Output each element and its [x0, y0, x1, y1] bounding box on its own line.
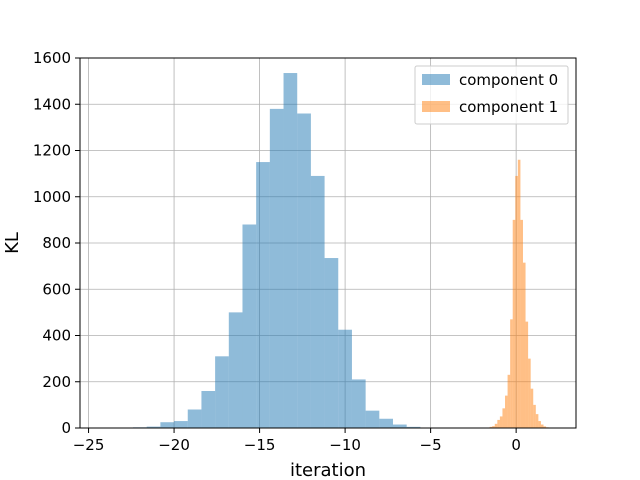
histogram-bar-series-0 — [379, 418, 393, 428]
ticks: −25 −20 −15 −10 −5 0 0 200 400 600 800 1000 1200 1400… — [33, 49, 521, 454]
histogram-bar-series-1 — [528, 358, 531, 428]
histogram-bar-series-1 — [502, 408, 506, 428]
histogram-bar-series-0 — [406, 426, 421, 428]
x-axis-label: iteration — [290, 460, 366, 480]
x-tick-label: −25 — [73, 436, 105, 454]
histogram-bar-series-0 — [269, 108, 284, 428]
histogram-bar-series-0 — [351, 379, 366, 428]
histogram-bar-series-0 — [256, 162, 270, 428]
x-tick-label: −5 — [420, 436, 442, 454]
histogram-bar-series-0 — [310, 175, 325, 428]
y-tick-label: 1600 — [33, 49, 71, 67]
histogram-bar-series-0 — [215, 356, 229, 428]
histogram-bar-series-0 — [201, 391, 216, 428]
histogram-bar-series-1 — [510, 319, 513, 428]
histogram-bar-series-1 — [517, 159, 521, 428]
histogram-bar-series-1 — [538, 421, 541, 428]
histogram-bar-series-1 — [494, 423, 498, 428]
histogram-bar-series-0 — [146, 426, 161, 428]
histogram-bar-series-1 — [535, 414, 539, 428]
histogram-bar-series-0 — [338, 329, 352, 428]
histogram-bar-series-1 — [512, 219, 516, 428]
y-tick-label: 1000 — [33, 188, 71, 206]
histogram-bar-series-1 — [530, 388, 534, 428]
histogram-bar-series-1 — [497, 419, 500, 428]
histogram-bar-series-0 — [228, 312, 243, 428]
y-tick-label: 400 — [42, 327, 71, 345]
x-tick-label: −15 — [244, 436, 276, 454]
histogram-bar-series-1 — [525, 321, 529, 428]
histogram-bar-series-0 — [297, 113, 311, 428]
histogram-bar-series-1 — [489, 426, 493, 428]
histogram-bar-series-1 — [507, 374, 511, 428]
histogram-bar-series-0 — [365, 410, 380, 428]
x-tick-label: −20 — [158, 436, 190, 454]
y-axis-label: KL — [2, 232, 23, 254]
histogram-bar-series-1 — [543, 426, 547, 428]
legend: component 0 component 1 — [414, 65, 569, 125]
y-tick-label: 1200 — [33, 142, 71, 160]
legend-swatch — [422, 74, 450, 85]
y-tick-label: 600 — [42, 280, 71, 298]
histogram-bar-series-1 — [515, 175, 518, 428]
y-tick-label: 0 — [61, 419, 71, 437]
histogram-bar-series-1 — [499, 416, 503, 428]
histogram-bar-series-0 — [324, 258, 339, 428]
histogram-bar-series-1 — [533, 404, 536, 428]
histogram-bar-series-0 — [160, 422, 175, 428]
x-tick-label: −10 — [329, 436, 361, 454]
histogram-bar-series-0 — [283, 73, 298, 428]
histogram-bar-series-1 — [522, 262, 526, 428]
legend-label: component 1 — [459, 98, 558, 116]
histogram-bar-series-0 — [174, 421, 188, 428]
histogram-bar-series-1 — [505, 395, 508, 428]
histogram-bar-series-1 — [540, 424, 544, 428]
legend-label: component 0 — [459, 71, 558, 89]
x-tick-label: 0 — [511, 436, 521, 454]
legend-box — [414, 65, 569, 125]
y-tick-label: 1400 — [33, 95, 71, 113]
histogram-bar-series-0 — [187, 409, 202, 428]
y-tick-label: 200 — [42, 373, 71, 391]
legend-swatch — [422, 101, 450, 112]
histogram-bar-series-1 — [520, 219, 523, 428]
histogram-bar-series-0 — [392, 424, 407, 428]
histogram-bar-series-1 — [492, 426, 495, 428]
bars — [119, 73, 549, 428]
histogram-bar-series-0 — [242, 224, 257, 428]
y-tick-label: 800 — [42, 234, 71, 252]
